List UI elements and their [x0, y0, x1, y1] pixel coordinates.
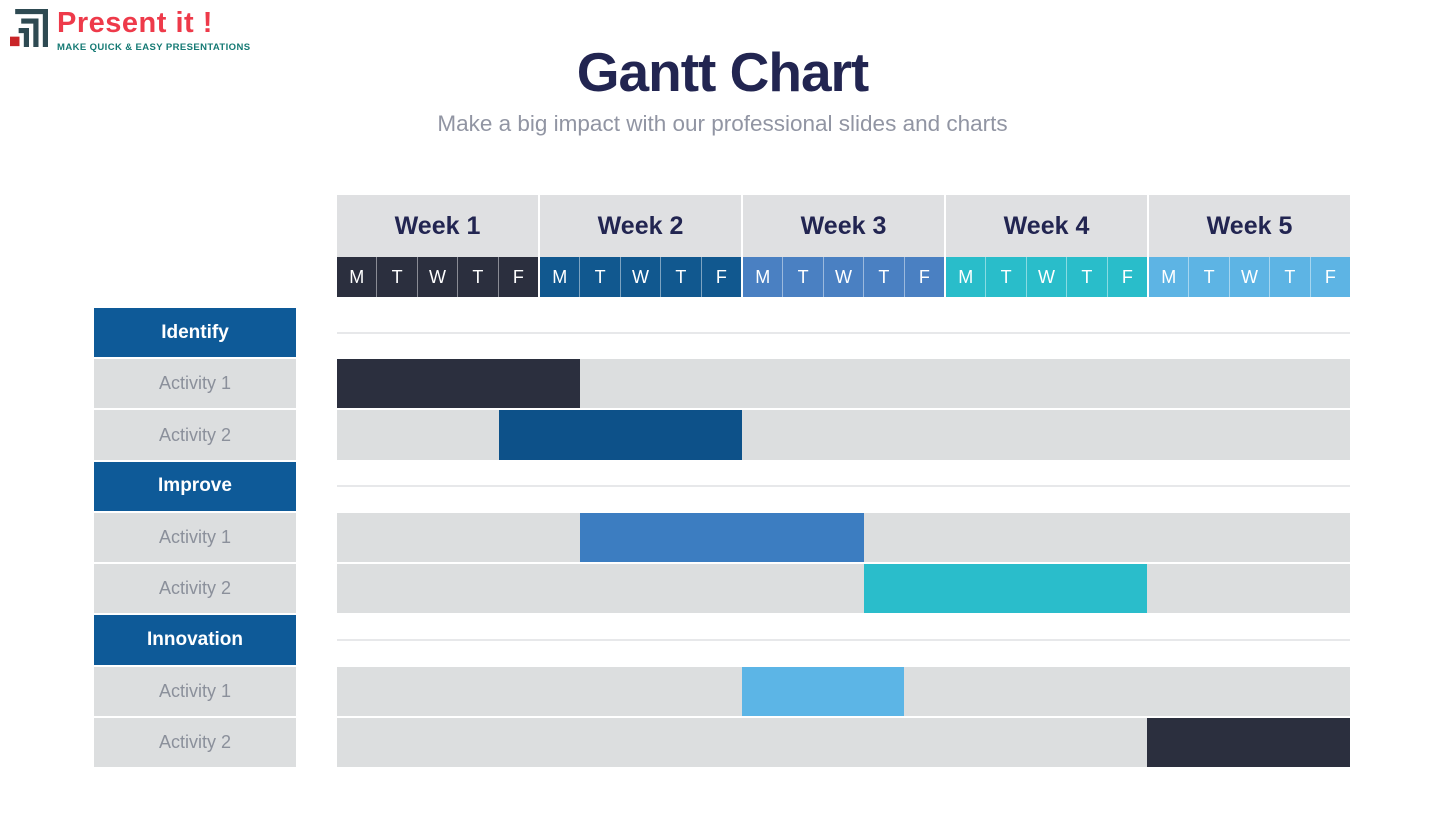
- week-header-row: Week 1 Week 2 Week 3 Week 4 Week 5: [337, 195, 1350, 257]
- row-spacer: [296, 513, 337, 562]
- group-divider-line: [337, 331, 1350, 334]
- day-cell: T: [660, 257, 700, 297]
- day-cell: F: [700, 257, 741, 297]
- day-cell: M: [958, 266, 974, 287]
- logo-text: Present it ! MAKE QUICK & EASY PRESENTAT…: [57, 7, 251, 54]
- gantt-row: Improve: [94, 461, 1350, 511]
- title-block: Gantt Chart Make a big impact with our p…: [0, 41, 1445, 137]
- day-cell: F: [1106, 257, 1147, 297]
- group-track: [337, 308, 1350, 357]
- group-divider-line: [337, 638, 1350, 641]
- gantt-bar: [580, 512, 864, 563]
- day-cell: T: [985, 257, 1025, 297]
- bar-track: [337, 512, 1350, 563]
- logo: Present it ! MAKE QUICK & EASY PRESENTAT…: [10, 9, 250, 53]
- gantt-row: Identify: [94, 308, 1350, 358]
- week-header-4: Week 4: [944, 195, 1147, 257]
- gantt-row: Innovation: [94, 615, 1350, 665]
- week-header-2: Week 2: [538, 195, 741, 257]
- gantt-bar: [863, 564, 1148, 614]
- page-title: Gantt Chart: [576, 41, 870, 103]
- gantt-row: Activity 2: [94, 717, 1350, 767]
- row-spacer: [296, 410, 337, 459]
- group-divider-line: [337, 485, 1350, 488]
- day-cell: W: [1228, 257, 1269, 297]
- activity-label: Activity 1: [94, 666, 296, 716]
- activity-label: Activity 2: [94, 564, 296, 614]
- gantt-bar: [1147, 717, 1350, 767]
- day-cell: W: [416, 257, 457, 297]
- row-spacer: [296, 359, 337, 408]
- group-track: [337, 615, 1350, 664]
- group-label: Improve: [94, 461, 296, 511]
- gantt-row: Activity 1: [94, 512, 1350, 563]
- activity-label: Activity 2: [94, 410, 296, 460]
- day-cell: T: [1066, 257, 1106, 297]
- logo-tagline: MAKE QUICK & EASY PRESENTATIONS: [57, 42, 251, 53]
- week-header-3: Week 3: [741, 195, 944, 257]
- group-track: [337, 462, 1350, 511]
- gantt-row: Activity 2: [94, 564, 1350, 614]
- day-cell: F: [1309, 257, 1350, 297]
- day-cell: T: [863, 257, 903, 297]
- group-label: Innovation: [94, 615, 296, 665]
- day-cell: W: [1025, 257, 1066, 297]
- row-spacer: [296, 667, 337, 716]
- bar-track: [337, 410, 1350, 460]
- bar-track: [337, 564, 1350, 614]
- gantt-bar: [499, 410, 743, 460]
- row-spacer: [296, 718, 337, 767]
- day-cell: T: [1269, 257, 1309, 297]
- day-cell: T: [1188, 257, 1228, 297]
- gantt-row: Activity 1: [94, 666, 1350, 716]
- row-spacer: [296, 564, 337, 613]
- presentit-logo-icon: [10, 9, 48, 47]
- day-cell: W: [822, 257, 863, 297]
- week-header-1: Week 1: [337, 195, 538, 257]
- gantt-bar: [337, 359, 581, 409]
- activity-label: Activity 1: [94, 359, 296, 409]
- day-cell: M: [349, 266, 365, 287]
- day-cell: M: [1161, 266, 1177, 287]
- day-cell: T: [782, 257, 822, 297]
- day-cell: F: [903, 257, 944, 297]
- day-cell: F: [497, 257, 538, 297]
- group-label: Identify: [94, 308, 296, 358]
- activity-label: Activity 2: [94, 717, 296, 767]
- gantt-row: Activity 1: [94, 359, 1350, 409]
- logo-title: Present it !: [57, 7, 213, 39]
- day-cell: M: [755, 266, 771, 287]
- day-cell: M: [552, 266, 568, 287]
- row-spacer: [296, 308, 337, 357]
- day-cell: T: [579, 257, 619, 297]
- week-header-5: Week 5: [1147, 195, 1350, 257]
- page-subtitle: Make a big impact with our professional …: [437, 110, 1008, 136]
- activity-label: Activity 1: [94, 512, 296, 563]
- day-cell: T: [457, 257, 497, 297]
- bar-track: [337, 717, 1350, 767]
- row-spacer: [296, 462, 337, 511]
- bar-track: [337, 666, 1350, 716]
- row-spacer: [296, 615, 337, 664]
- bar-track: [337, 359, 1350, 409]
- gantt-bar: [742, 666, 905, 716]
- day-cell: T: [376, 257, 416, 297]
- gantt-row: Activity 2: [94, 410, 1350, 460]
- day-cell: W: [619, 257, 660, 297]
- gantt-rows: Identify Activity 1 Activity 2 Improve Activ…: [94, 308, 1350, 767]
